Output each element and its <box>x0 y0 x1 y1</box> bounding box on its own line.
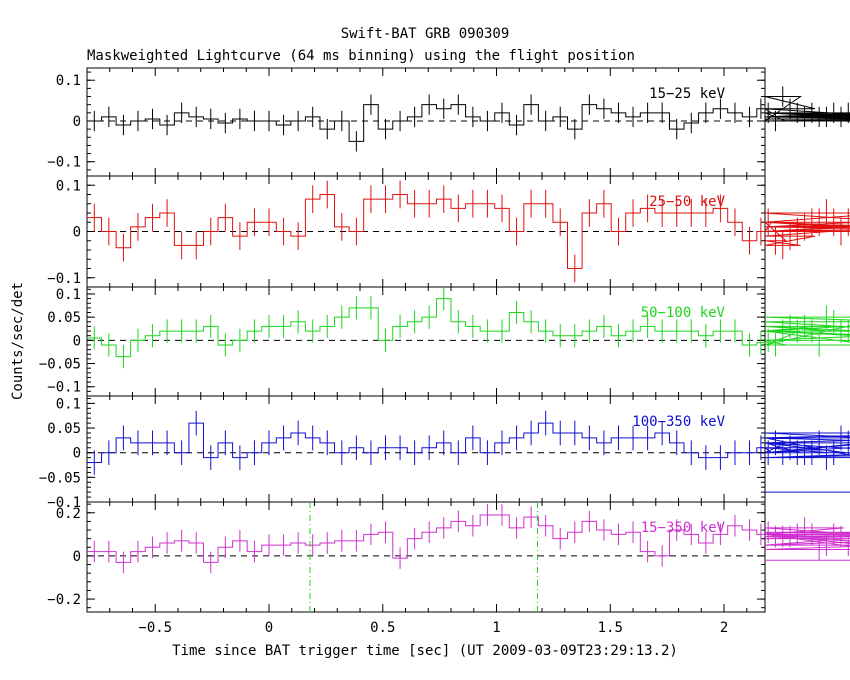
panel-25-50: −0.1 0 0.1 25−50 keV <box>47 175 850 288</box>
panel-100-350: −0.1 −0.05 0 0.05 0.1 100−350 keV <box>39 395 850 511</box>
y-tick-label: 0.1 <box>56 396 81 412</box>
series-line-15-25 <box>87 96 850 142</box>
series-line-15-350 <box>87 514 850 563</box>
y-tick-label: −0.1 <box>47 271 81 287</box>
y-tick-label: 0.2 <box>56 506 81 522</box>
x-tick-label: 1 <box>492 620 500 636</box>
x-tick-label: 2 <box>720 620 728 636</box>
series-label: 50−100 keV <box>641 305 726 321</box>
panel-frame <box>86 286 766 397</box>
series-label: 15−350 keV <box>641 520 726 536</box>
x-tick-label: 0.5 <box>370 620 395 636</box>
y-tick-label: −0.1 <box>47 380 81 396</box>
series-line-25-50 <box>87 194 850 269</box>
x-tick-label: 1.5 <box>598 620 623 636</box>
y-tick-label: 0.1 <box>56 178 81 194</box>
chart-title: Swift-BAT GRB 090309 <box>341 26 510 42</box>
y-tick-label: 0 <box>73 549 81 565</box>
y-tick-label: 0 <box>73 446 81 462</box>
y-tick-label: 0 <box>73 333 81 349</box>
x-tick-label: −0.5 <box>138 620 172 636</box>
series-line-100-350 <box>87 422 850 493</box>
panel-15-350: −0.2 0 0.2 15−350 keV −0.5 0 0.5 1 1.5 2 <box>47 501 850 636</box>
y-tick-label: −0.05 <box>39 470 81 486</box>
x-axis-label: Time since BAT trigger time [sec] (UT 20… <box>172 643 678 659</box>
panel-50-100: −0.1 −0.05 0 0.05 0.1 50−100 keV <box>39 286 850 397</box>
y-tick-label: −0.05 <box>39 357 81 373</box>
y-tick-label: 0.05 <box>47 310 81 326</box>
y-tick-label: 0.1 <box>56 73 81 89</box>
y-tick-label: −0.1 <box>47 495 81 511</box>
y-tick-label: 0 <box>73 225 81 241</box>
series-label: 100−350 keV <box>632 414 725 430</box>
y-tick-label: 0.05 <box>47 421 81 437</box>
panel-frame <box>86 501 766 613</box>
y-tick-label: −0.2 <box>47 592 81 608</box>
series-line-50-100 <box>87 298 850 358</box>
y-axis-label: Counts/sec/det <box>10 282 26 400</box>
y-tick-label: −0.1 <box>47 155 81 171</box>
y-tick-label: 0 <box>73 114 81 130</box>
series-label: 15−25 keV <box>649 86 725 102</box>
chart-subtitle: Maskweighted Lightcurve (64 ms binning) … <box>87 48 635 64</box>
y-tick-label: 0.1 <box>56 287 81 303</box>
series-label: 25−50 keV <box>649 194 725 210</box>
x-tick-label: 0 <box>265 620 273 636</box>
panels-group: −0.100.115−25 keV−0.100.125−50 keV−0.1−0… <box>39 67 850 636</box>
panel-frame <box>86 67 766 177</box>
panel-15-25: −0.1 0 0.1 15−25 keV <box>47 67 850 177</box>
